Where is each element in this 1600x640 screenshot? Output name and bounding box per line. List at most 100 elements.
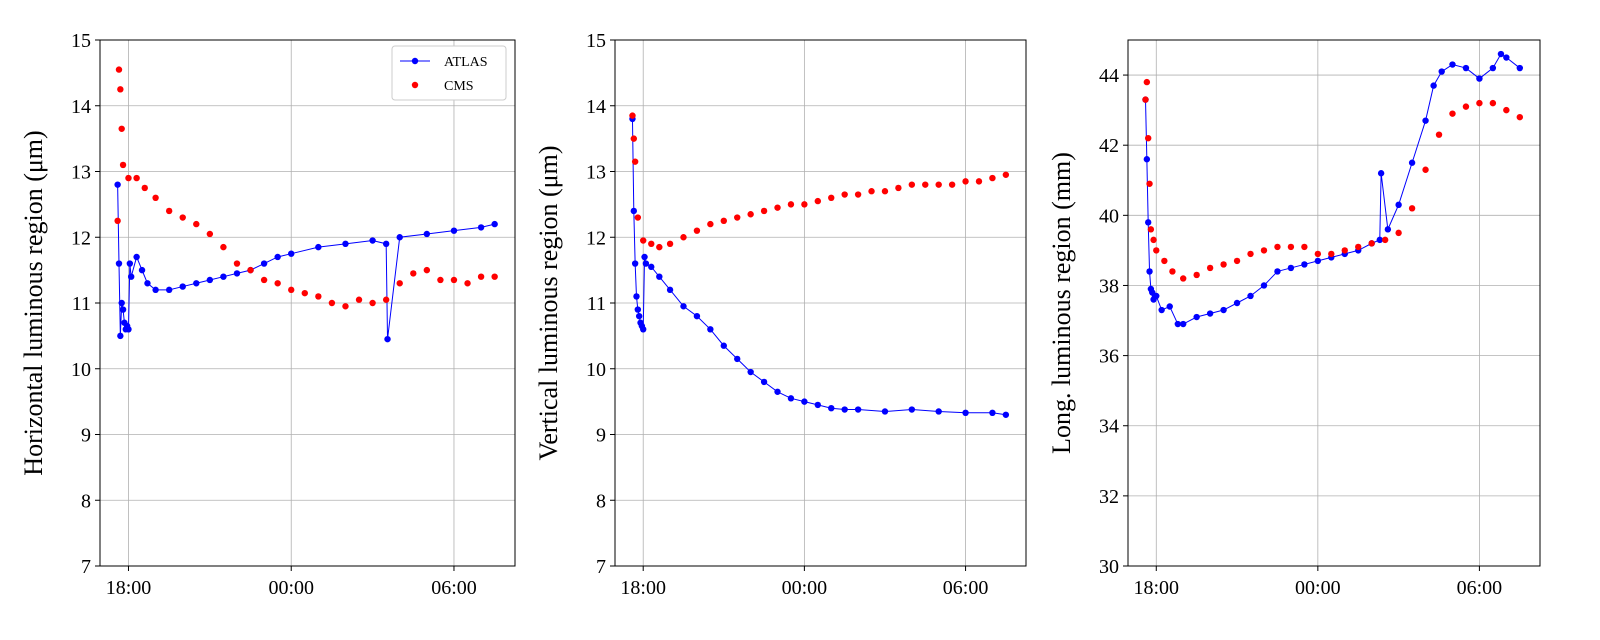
data-point-atlas [165, 286, 173, 294]
data-point-cms [1422, 166, 1429, 173]
data-point-cms [288, 286, 295, 294]
data-point-atlas [1166, 303, 1173, 310]
data-point-cms [854, 191, 862, 198]
y-tick-label: 12 [71, 227, 91, 249]
data-point-cms [1328, 250, 1335, 258]
data-point-atlas [774, 388, 781, 395]
data-point-cms [1287, 243, 1295, 251]
y-tick-label: 38 [1099, 275, 1119, 297]
data-point-atlas [747, 368, 754, 376]
data-point-cms [1301, 243, 1308, 251]
data-point-atlas [133, 253, 140, 261]
data-point-cms [1408, 205, 1416, 212]
y-tick-label: 11 [587, 293, 606, 315]
data-point-atlas [477, 224, 485, 231]
data-point-atlas [1158, 306, 1165, 314]
data-point-cms [133, 174, 140, 182]
data-point-atlas [384, 335, 391, 343]
data-point-atlas [989, 409, 996, 417]
data-point-cms [491, 273, 498, 280]
data-point-cms [774, 204, 781, 211]
data-point-atlas [233, 270, 241, 277]
series-cms [1142, 78, 1524, 282]
data-point-atlas [1462, 64, 1470, 72]
data-point-atlas [396, 234, 403, 241]
data-point-cms [1169, 268, 1176, 275]
data-point-atlas [828, 405, 835, 412]
data-point-cms [179, 214, 186, 221]
data-point-atlas [125, 326, 132, 333]
series-cms [114, 66, 498, 310]
data-point-cms [634, 214, 642, 221]
data-point-atlas [1206, 310, 1214, 317]
data-point-atlas [641, 253, 648, 261]
data-point-cms [396, 280, 403, 287]
data-point-atlas [1449, 61, 1456, 68]
data-point-atlas [881, 408, 889, 415]
data-point-cms [908, 181, 916, 188]
series-atlas [114, 181, 498, 343]
data-point-cms [410, 270, 417, 277]
data-point-atlas [1438, 68, 1445, 75]
data-point-atlas [126, 260, 134, 267]
data-point-cms [935, 181, 942, 188]
data-point-cms [1193, 271, 1200, 279]
y-tick-label: 9 [596, 425, 606, 447]
data-point-atlas [114, 181, 121, 188]
data-point-atlas [138, 266, 146, 274]
data-point-atlas [1430, 82, 1437, 89]
data-point-cms [437, 276, 444, 284]
data-point-atlas [119, 306, 127, 313]
x-tick-label: 00:00 [268, 577, 314, 599]
data-point-cms [1220, 261, 1227, 268]
data-point-cms [464, 280, 471, 287]
data-point-cms [1368, 240, 1375, 247]
data-point-cms [115, 66, 123, 73]
data-point-cms [328, 299, 336, 307]
series-line-atlas [1145, 53, 1521, 325]
data-point-cms [118, 125, 125, 132]
data-point-atlas [634, 306, 642, 313]
y-tick-label: 7 [596, 556, 606, 578]
y-tick-label: 44 [1099, 65, 1119, 87]
data-point-atlas [1146, 268, 1153, 275]
legend-marker-atlas [411, 57, 419, 65]
data-point-cms [630, 135, 638, 142]
legend: ATLAS CMS [391, 45, 507, 101]
y-tick-label: 34 [1099, 416, 1119, 438]
data-point-atlas [640, 326, 647, 333]
data-point-cms [922, 181, 929, 188]
data-point-atlas [854, 406, 862, 413]
data-point-atlas [630, 207, 638, 215]
data-point-cms [841, 191, 848, 198]
data-point-cms [125, 174, 132, 182]
data-point-atlas [801, 398, 808, 405]
data-point-cms [680, 234, 687, 241]
data-point-atlas [152, 286, 159, 294]
data-point-atlas [635, 312, 643, 320]
data-point-atlas [1422, 117, 1429, 124]
data-point-cms [629, 112, 636, 119]
legend-box [391, 45, 507, 101]
y-tick-label: 32 [1099, 486, 1119, 508]
data-point-atlas [144, 280, 151, 287]
data-point-atlas [1476, 75, 1483, 82]
data-point-atlas [935, 408, 942, 415]
data-point-atlas [1153, 292, 1160, 300]
data-point-cms [1449, 110, 1456, 117]
data-point-cms [895, 184, 902, 192]
data-point-cms [1435, 131, 1443, 138]
data-point-atlas [342, 240, 349, 248]
panel-vertical: 7 8 9 10 11 12 13 14 15 18:00 00:00 06:00 Vertical l… [534, 30, 1027, 599]
data-point-atlas [423, 230, 431, 238]
x-tick-label: 06:00 [943, 577, 989, 599]
data-point-cms [948, 181, 956, 188]
data-point-cms [962, 178, 969, 185]
data-point-cms [693, 227, 701, 234]
y-tick-label: 15 [71, 30, 91, 52]
series-line-atlas [117, 184, 495, 340]
data-point-atlas [117, 332, 124, 340]
y-tick-label: 7 [81, 556, 91, 578]
data-point-atlas [1497, 50, 1505, 58]
